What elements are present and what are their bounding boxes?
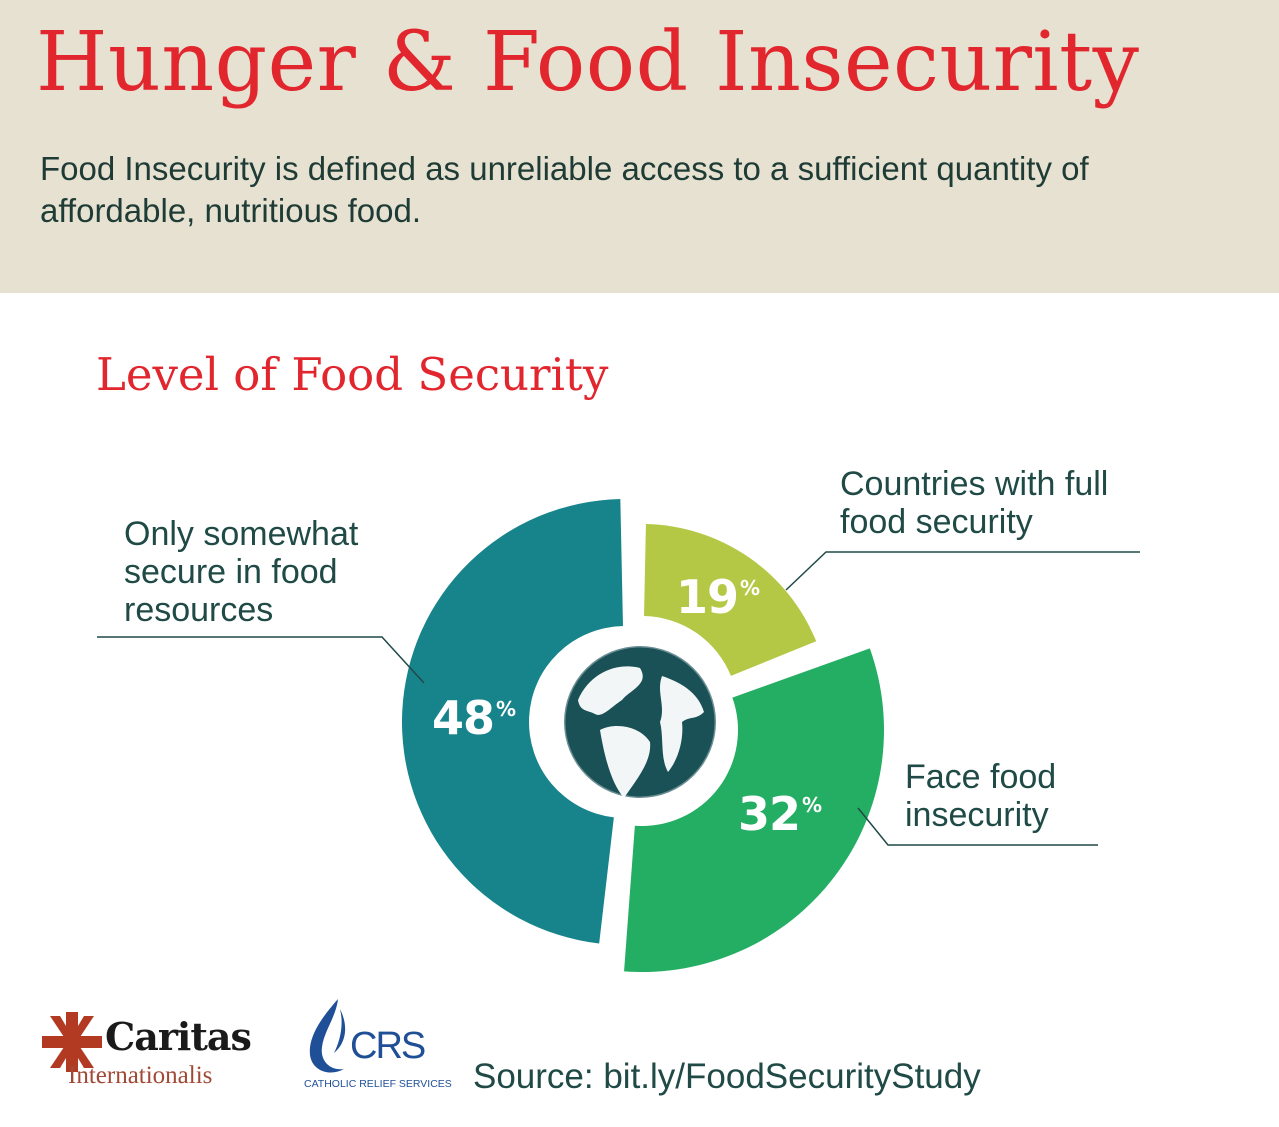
source-citation: Source: bit.ly/FoodSecurityStudy	[473, 1057, 981, 1096]
header-banner: Hunger & Food Insecurity Food Insecurity…	[0, 0, 1279, 293]
caritas-name: Caritas	[105, 1014, 252, 1059]
page-title: Hunger & Food Insecurity	[36, 15, 1140, 110]
leader-line-somewhat-secure	[97, 636, 425, 684]
slice-value-insecurity: 32%	[738, 787, 822, 841]
page-subtitle: Food Insecurity is defined as unreliable…	[40, 150, 1089, 229]
slice-insecurity	[624, 648, 884, 972]
caritas-cross-icon	[42, 1012, 102, 1072]
chart-title: Level of Food Security	[96, 348, 609, 401]
slice-value-full-security: 19%	[676, 570, 760, 624]
leader-line-full-security	[785, 551, 1140, 591]
caritas-subtitle: Internationalis	[68, 1062, 213, 1089]
slice-somewhat-secure	[401, 499, 623, 944]
crs-logo: CRS CATHOLIC RELIEF SERVICES	[300, 995, 452, 1100]
caritas-logo: Caritas Internationalis	[40, 1000, 260, 1100]
crs-flame-icon	[309, 999, 346, 1073]
slice-full-security	[644, 524, 817, 676]
slice-label-full-security: Countries with full food security	[840, 465, 1109, 541]
slice-value-somewhat-secure: 48%	[432, 691, 516, 745]
leader-line-insecurity	[857, 807, 1098, 846]
globe-icon	[562, 644, 718, 800]
slice-label-insecurity: Face food insecurity	[905, 758, 1057, 834]
slice-label-somewhat-secure: Only somewhat secure in food resources	[124, 515, 359, 629]
crs-name: CRS	[350, 1025, 426, 1067]
crs-subtitle: CATHOLIC RELIEF SERVICES	[304, 1078, 452, 1090]
